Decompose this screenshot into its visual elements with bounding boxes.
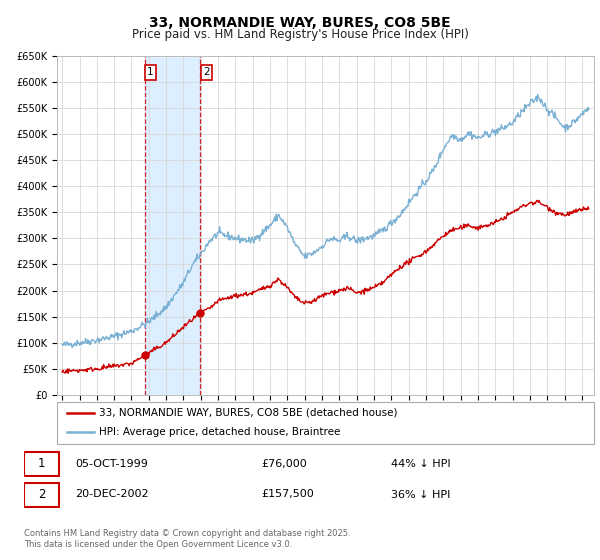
Text: Price paid vs. HM Land Registry's House Price Index (HPI): Price paid vs. HM Land Registry's House … xyxy=(131,28,469,41)
Bar xyxy=(145,56,200,395)
Text: 44% ↓ HPI: 44% ↓ HPI xyxy=(391,459,450,469)
FancyBboxPatch shape xyxy=(24,483,59,507)
Text: Contains HM Land Registry data © Crown copyright and database right 2025.
This d: Contains HM Land Registry data © Crown c… xyxy=(24,529,350,549)
Text: 1: 1 xyxy=(38,457,45,470)
FancyBboxPatch shape xyxy=(57,402,594,444)
Text: 2: 2 xyxy=(203,67,209,77)
Text: 33, NORMANDIE WAY, BURES, CO8 5BE (detached house): 33, NORMANDIE WAY, BURES, CO8 5BE (detac… xyxy=(99,408,397,418)
Text: £157,500: £157,500 xyxy=(261,489,314,500)
FancyBboxPatch shape xyxy=(24,452,59,476)
Text: 1: 1 xyxy=(147,67,154,77)
Text: £76,000: £76,000 xyxy=(261,459,307,469)
Text: 05-OCT-1999: 05-OCT-1999 xyxy=(75,459,148,469)
Text: HPI: Average price, detached house, Braintree: HPI: Average price, detached house, Brai… xyxy=(99,427,340,437)
Text: 20-DEC-2002: 20-DEC-2002 xyxy=(75,489,148,500)
Text: 36% ↓ HPI: 36% ↓ HPI xyxy=(391,489,450,500)
Text: 33, NORMANDIE WAY, BURES, CO8 5BE: 33, NORMANDIE WAY, BURES, CO8 5BE xyxy=(149,16,451,30)
Text: 2: 2 xyxy=(38,488,45,501)
